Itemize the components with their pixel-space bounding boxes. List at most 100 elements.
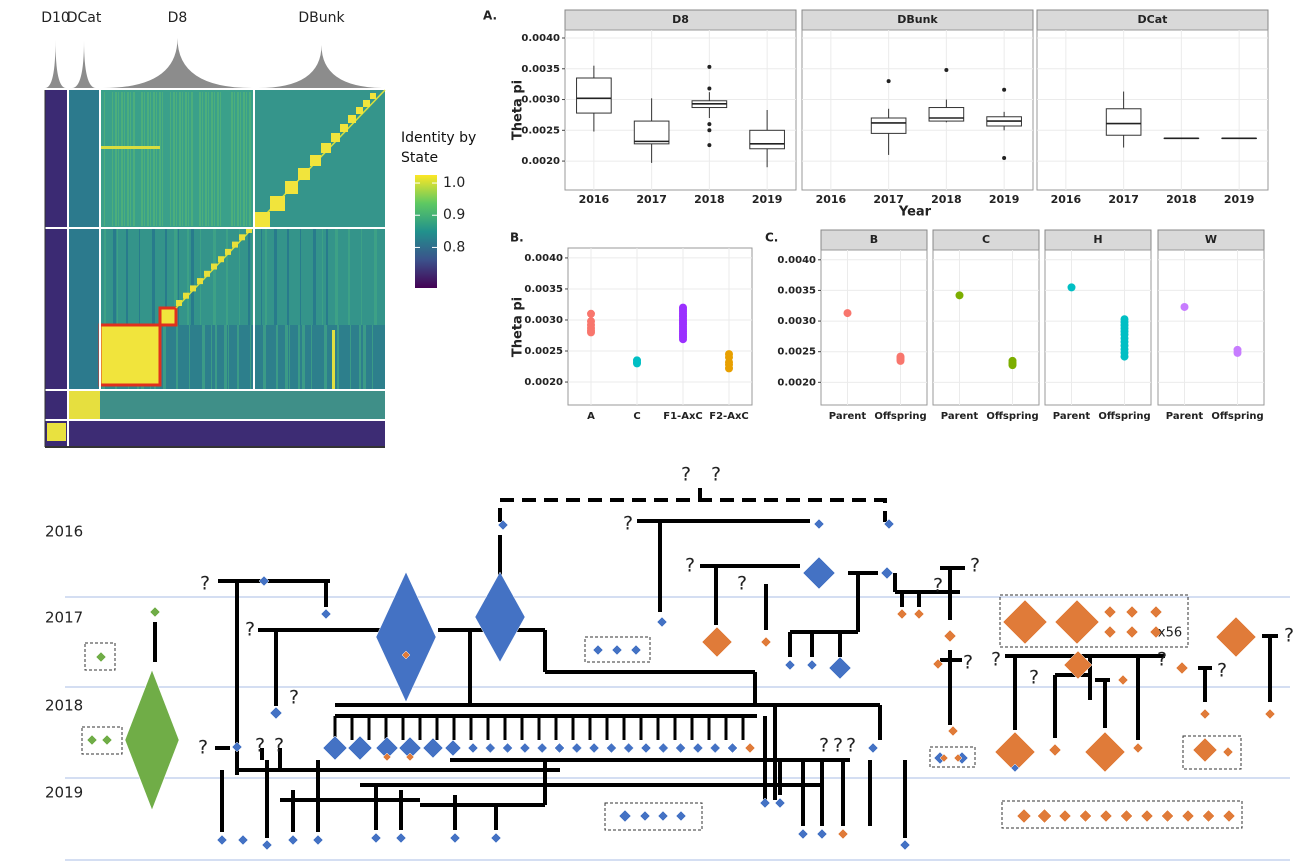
individual <box>1099 809 1113 823</box>
uncertain-link <box>498 488 887 522</box>
individual <box>1120 809 1133 823</box>
heatmap-cell <box>326 228 328 325</box>
heatmap-cell <box>199 92 201 226</box>
heatmap-cell <box>254 212 270 228</box>
heatmap-cell <box>153 92 155 226</box>
individual <box>1084 731 1126 773</box>
heatmap-cell <box>112 92 113 226</box>
x-tick-label: Offspring <box>874 411 926 422</box>
x-tick-label: 2019 <box>1224 193 1255 206</box>
facet-title: DCat <box>1138 13 1168 26</box>
heatmap-cell <box>348 228 350 325</box>
y-axis-label: Theta pi <box>511 297 526 357</box>
individual <box>347 735 373 761</box>
individual <box>1149 625 1163 639</box>
panel <box>567 247 753 406</box>
heatmap-cell <box>45 90 68 447</box>
individual <box>896 608 908 620</box>
heatmap-cell <box>298 325 300 390</box>
individual <box>1079 809 1092 823</box>
sample-group <box>84 642 116 671</box>
individual <box>639 810 651 822</box>
annotation: ? <box>274 735 284 757</box>
heatmap-cell <box>174 228 177 325</box>
heatmap-cell <box>204 270 210 277</box>
heatmap-cell <box>152 228 155 325</box>
individual <box>287 834 299 846</box>
heatmap-cell <box>246 92 247 226</box>
individual <box>86 734 98 746</box>
annotation: x56 <box>1158 626 1182 641</box>
heatmap-cell <box>124 92 125 226</box>
individual <box>1037 808 1052 824</box>
heatmap-cell <box>100 146 160 149</box>
x-tick-label: 2018 <box>931 193 962 206</box>
point <box>896 356 905 365</box>
individual <box>1215 616 1257 658</box>
heatmap-cell <box>160 325 385 390</box>
heatmap-cell <box>285 325 288 390</box>
point <box>679 335 687 344</box>
individual <box>701 626 733 658</box>
individual <box>760 636 772 648</box>
heatmap-cell <box>220 92 221 226</box>
individual <box>1058 809 1072 823</box>
heatmap-cell <box>313 228 316 325</box>
heatmap-cell <box>324 325 327 390</box>
individual <box>405 752 415 762</box>
heatmap-cell <box>104 92 105 226</box>
individual <box>828 656 852 680</box>
heatmap-cell <box>68 390 100 420</box>
box <box>1105 108 1142 136</box>
heatmap-cell <box>287 228 289 325</box>
individual <box>519 742 531 754</box>
x-tick-label: Parent <box>1053 411 1091 422</box>
annotation: ? <box>933 575 943 597</box>
heatmap-cell <box>165 228 167 325</box>
individual <box>883 518 895 530</box>
annotation: ? <box>833 735 843 757</box>
heatmap-cell <box>163 325 166 390</box>
heatmap-cell <box>331 133 340 142</box>
heatmap-cell <box>211 263 217 270</box>
individual <box>797 828 809 840</box>
individual <box>657 810 669 822</box>
individual <box>932 658 944 670</box>
density-peak <box>45 40 66 88</box>
heatmap-cell <box>234 92 235 226</box>
individual <box>269 706 283 720</box>
individual <box>101 734 113 746</box>
annotation: ? <box>1284 625 1294 647</box>
individual <box>312 834 324 846</box>
point <box>1067 283 1076 292</box>
heatmap-cell <box>173 92 175 226</box>
heatmap-cell <box>144 92 145 226</box>
x-tick-label: 2017 <box>636 193 667 206</box>
y-tick-label: 0.0030 <box>524 315 563 326</box>
individual <box>744 742 756 754</box>
individual <box>1132 742 1144 754</box>
x-tick-label: F1-AxC <box>663 411 702 422</box>
heatmap-cell <box>225 248 231 255</box>
annotation: ? <box>1157 649 1167 671</box>
heatmap-cell <box>239 234 245 241</box>
annotation: ? <box>623 513 633 535</box>
individual <box>375 571 437 703</box>
year-label: 2018 <box>45 697 83 715</box>
individual <box>1048 743 1062 757</box>
y-tick-label: 0.0020 <box>777 377 816 388</box>
heatmap-cell <box>363 100 370 107</box>
heatmap-cell <box>239 228 240 325</box>
x-tick-label: 2019 <box>989 193 1020 206</box>
annotation: ? <box>245 619 255 641</box>
facet-title: C <box>982 233 990 246</box>
individual <box>1161 809 1174 823</box>
individual <box>1222 746 1234 758</box>
heatmap-cell <box>231 92 233 226</box>
heatmap-cell <box>104 228 106 325</box>
individual <box>939 753 949 763</box>
heatmap-cell <box>240 92 241 226</box>
heatmap-cell <box>226 228 228 325</box>
